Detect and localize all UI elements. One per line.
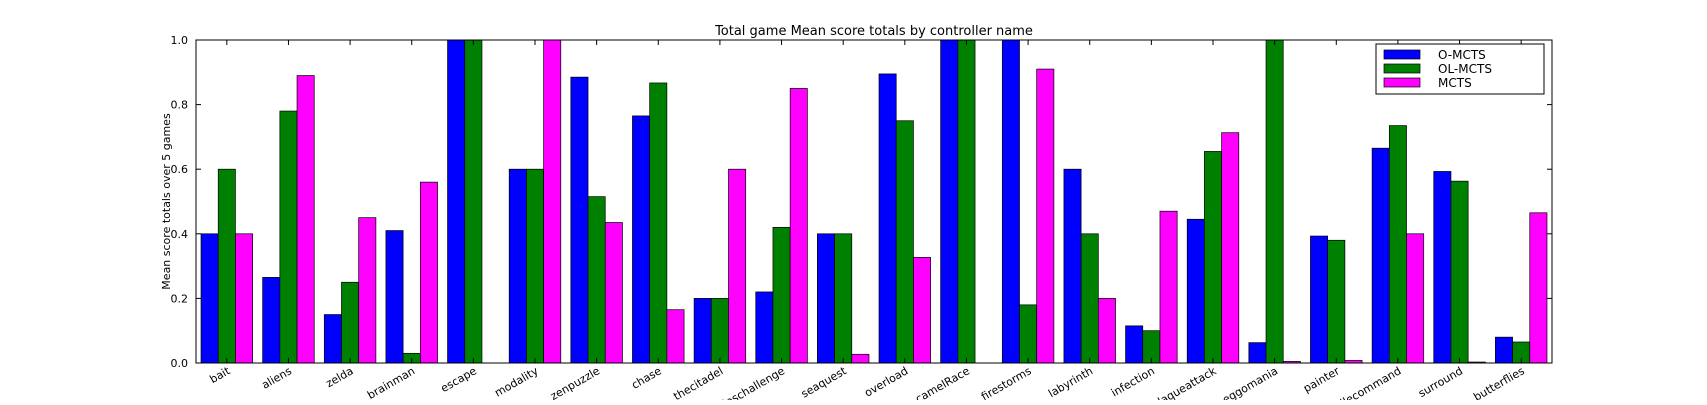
plot-frame <box>195 39 1553 364</box>
bar-mcts-seaquest <box>851 353 870 364</box>
bar-ol-mcts-plaqueattack <box>1204 151 1222 364</box>
x-tick-label: brainman <box>365 364 417 400</box>
bar-ol-mcts-seaquest <box>834 233 853 364</box>
bars-layer <box>200 39 1548 364</box>
bar-mcts-aliens <box>296 75 315 364</box>
bar-o-mcts-overload <box>878 73 897 364</box>
y-tick-label: 0.8 <box>171 99 189 112</box>
bar-mcts-butterflies <box>1529 212 1548 364</box>
bar-o-mcts-chipschallenge <box>755 291 774 364</box>
bar-ol-mcts-thecitadel <box>710 298 729 364</box>
y-tick-label: 0.4 <box>171 228 189 241</box>
legend-swatch-o-mcts <box>1383 49 1421 60</box>
bar-ol-mcts-overload <box>895 120 914 364</box>
x-tick-label: zelda <box>324 364 356 390</box>
x-tick-label: thecitadel <box>671 364 725 400</box>
y-axis-label: Mean score totals over 5 games <box>160 113 173 290</box>
x-tick-label: camelRace <box>913 364 972 400</box>
x-tick-label: seaquest <box>799 364 849 400</box>
bar-mcts-infection <box>1159 210 1178 364</box>
bar-mcts-brainman <box>419 181 438 364</box>
legend-label-ol-mcts: OL-MCTS <box>1438 62 1492 76</box>
bar-o-mcts-infection <box>1125 325 1144 364</box>
legend-swatch-ol-mcts <box>1383 63 1421 74</box>
bar-o-mcts-modality <box>508 168 527 364</box>
bar-ol-mcts-zelda <box>341 281 360 364</box>
x-tick-label: chase <box>629 364 664 392</box>
x-tick-label: bait <box>208 364 233 386</box>
bar-o-mcts-thecitadel <box>693 298 712 364</box>
y-tick-label: 0.6 <box>171 163 189 176</box>
x-tick-label: surround <box>1416 364 1465 400</box>
bar-mcts-labyrinth <box>1097 298 1116 364</box>
x-tick-label: infection <box>1109 364 1157 399</box>
legend-label-o-mcts: O-MCTS <box>1438 48 1486 62</box>
bar-ol-mcts-chipschallenge <box>772 226 791 364</box>
y-axis: 0.0 0.2 0.4 0.6 0.8 1.0 <box>171 34 1552 370</box>
bar-o-mcts-chase <box>632 115 651 364</box>
bar-ol-mcts-labyrinth <box>1080 233 1099 364</box>
bar-o-mcts-zenpuzzle <box>570 76 589 364</box>
x-tick-label: plaqueattack <box>1150 364 1219 400</box>
x-tick-label: escape <box>439 364 480 395</box>
x-tick-label: eggomania <box>1220 364 1280 400</box>
bar-mcts-chipschallenge <box>789 88 808 364</box>
bar-ol-mcts-missilecommand <box>1388 125 1407 364</box>
bar-o-mcts-eggomania <box>1248 342 1267 364</box>
bar-mcts-plaqueattack <box>1221 132 1240 364</box>
x-tick-label: painter <box>1301 364 1342 395</box>
bar-ol-mcts-aliens <box>279 110 298 364</box>
bar-o-mcts-plaqueattack <box>1186 218 1205 364</box>
chart-title: Total game Mean score totals by controll… <box>714 24 1033 39</box>
bar-o-mcts-seaquest <box>817 233 835 364</box>
bar-ol-mcts-eggomania <box>1265 39 1284 364</box>
bar-o-mcts-zelda <box>323 314 342 364</box>
x-tick-label: zenpuzzle <box>548 364 602 400</box>
bar-o-mcts-painter <box>1310 235 1329 364</box>
bar-ol-mcts-surround <box>1450 180 1469 364</box>
bar-mcts-chase <box>666 309 685 364</box>
bar-ol-mcts-escape <box>464 39 483 364</box>
bar-o-mcts-brainman <box>385 230 404 364</box>
x-tick-label: firestorms <box>979 364 1034 400</box>
bar-o-mcts-bait <box>200 233 219 364</box>
bar-mcts-missilecommand <box>1406 233 1425 364</box>
x-tick-label: modality <box>492 364 541 400</box>
y-tick-label: 0.2 <box>171 292 189 305</box>
bar-ol-mcts-modality <box>526 168 544 364</box>
bar-o-mcts-butterflies <box>1495 336 1513 364</box>
bar-mcts-zenpuzzle <box>604 222 623 364</box>
bar-ol-mcts-bait <box>217 168 236 364</box>
bar-ol-mcts-camelrace <box>957 39 976 364</box>
bar-o-mcts-labyrinth <box>1063 168 1082 364</box>
bar-o-mcts-aliens <box>262 277 281 364</box>
bar-mcts-overload <box>913 257 931 364</box>
bar-o-mcts-camelrace <box>940 39 959 364</box>
bar-o-mcts-surround <box>1433 171 1452 364</box>
bar-ol-mcts-painter <box>1327 239 1346 364</box>
bar-o-mcts-firestorms <box>1001 39 1020 364</box>
bar-mcts-firestorms <box>1036 68 1055 364</box>
bar-mcts-bait <box>235 233 253 364</box>
legend-swatch-mcts <box>1383 77 1421 88</box>
x-tick-label: butterflies <box>1471 364 1527 400</box>
bar-mcts-thecitadel <box>728 168 747 364</box>
x-tick-label: aliens <box>259 364 294 392</box>
y-tick-label: 1.0 <box>171 34 189 47</box>
bar-mcts-zelda <box>358 217 377 364</box>
legend-label-mcts: MCTS <box>1438 76 1472 90</box>
bar-mcts-modality <box>543 39 562 364</box>
x-tick-label: overload <box>862 364 910 399</box>
bar-o-mcts-escape <box>447 39 466 364</box>
y-tick-label: 0.0 <box>171 357 189 370</box>
bar-ol-mcts-chase <box>649 82 668 364</box>
bar-ol-mcts-zenpuzzle <box>587 196 606 364</box>
x-tick-label: labyrinth <box>1046 364 1095 400</box>
bar-ol-mcts-firestorms <box>1019 304 1038 364</box>
bar-o-mcts-missilecommand <box>1371 147 1390 364</box>
